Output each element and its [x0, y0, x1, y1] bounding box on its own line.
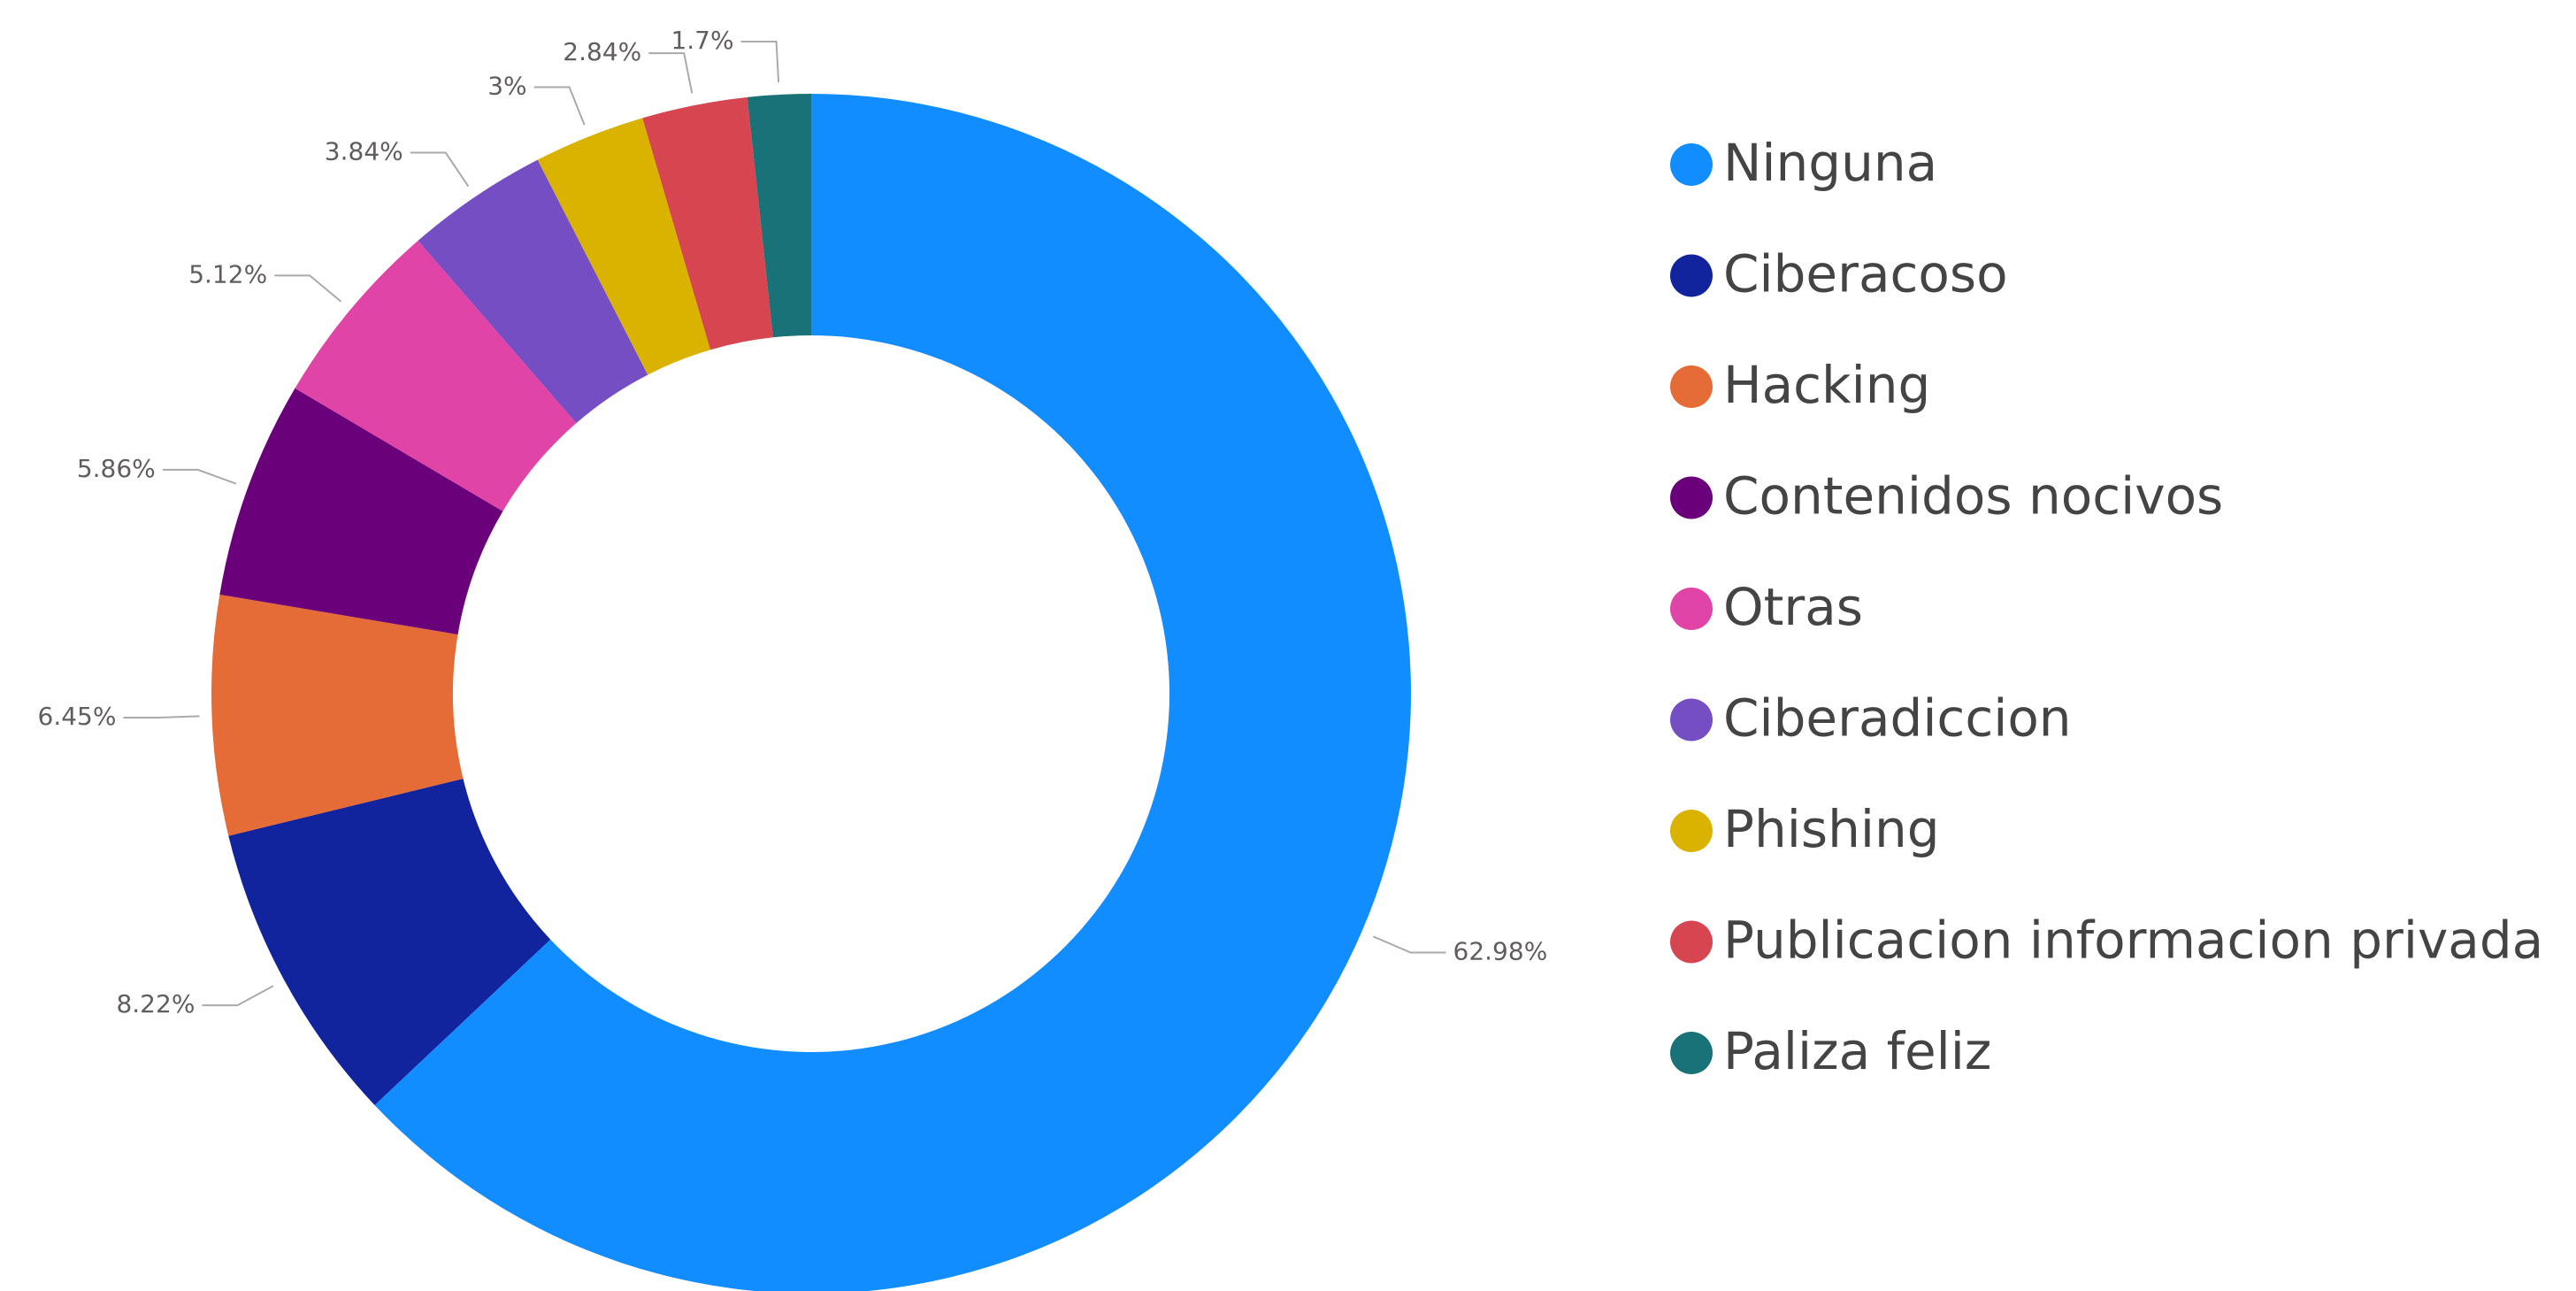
data-label: 8.22%: [116, 989, 195, 1018]
legend-marker: [1670, 365, 1713, 408]
legend-marker: [1670, 476, 1713, 519]
legend-marker: [1670, 920, 1713, 964]
donut-slice: [211, 594, 464, 836]
data-label: 1.7%: [671, 26, 733, 55]
leader-line: [533, 86, 586, 126]
legend-label: Ciberacoso: [1723, 244, 2008, 304]
leader-line: [1372, 935, 1446, 954]
data-label: 5.12%: [188, 259, 267, 288]
donut-slice: [642, 96, 773, 350]
data-label: 5.86%: [77, 454, 156, 483]
donut-slice: [537, 118, 711, 375]
legend-label: Publicacion informacion privada: [1723, 911, 2543, 971]
legend-marker: [1670, 588, 1713, 630]
leader-line: [162, 468, 237, 485]
data-label: 3%: [487, 71, 526, 100]
legend-label: Ciberadiccion: [1723, 688, 2072, 749]
donut-slice: [219, 388, 503, 635]
legend-label: Phishing: [1723, 799, 1940, 859]
legend-label: Otras: [1723, 577, 1863, 637]
legend-marker: [1670, 1032, 1713, 1074]
leader-line: [202, 985, 274, 1007]
donut-slice: [747, 94, 811, 338]
legend-marker: [1670, 810, 1713, 852]
donut-slice: [418, 159, 648, 424]
leader-line: [410, 151, 470, 188]
legend-marker: [1670, 698, 1713, 742]
legend-label: Ninguna: [1723, 133, 1937, 193]
donut-slice: [295, 241, 577, 511]
data-label: 6.45%: [38, 702, 117, 731]
leader-line: [274, 274, 342, 303]
legend-label: Paliza feliz: [1723, 1021, 1991, 1081]
legend-label: Hacking: [1723, 355, 1930, 415]
leader-line: [648, 52, 694, 94]
data-label: 62.98%: [1453, 937, 1548, 966]
donut-slice: [228, 778, 551, 1105]
leader-line: [123, 715, 200, 719]
legend-marker: [1670, 143, 1713, 186]
data-label: 2.84%: [563, 37, 641, 66]
leader-line: [740, 41, 780, 83]
donut-slice: [374, 94, 1411, 1291]
legend-marker: [1670, 254, 1713, 297]
data-label: 3.84%: [325, 137, 403, 166]
legend-label: Contenidos nocivos: [1723, 466, 2223, 526]
